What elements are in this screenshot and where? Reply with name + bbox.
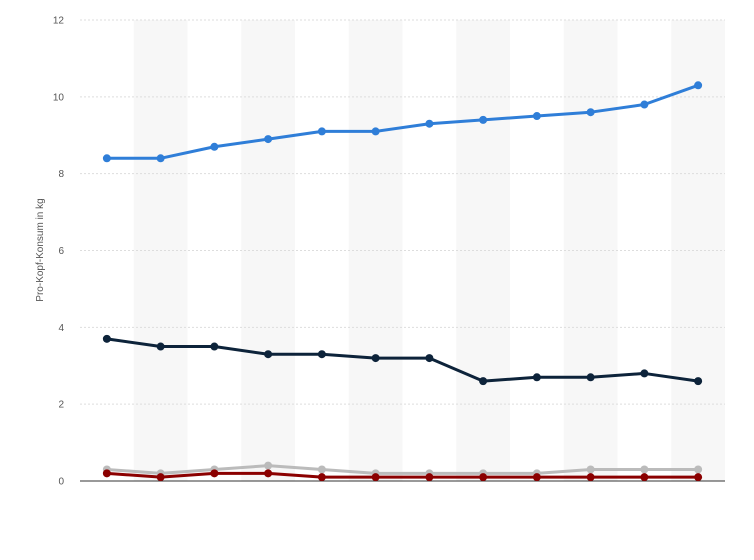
y-axis-ticks: 0 2 4 6 8 10 12 (53, 16, 65, 488)
data-point[interactable] (479, 377, 488, 386)
data-point[interactable] (532, 473, 541, 482)
y-tick-label: 8 (58, 169, 64, 180)
data-point[interactable] (102, 469, 111, 478)
data-point[interactable] (317, 473, 326, 482)
y-tick-label: 10 (53, 92, 65, 103)
data-point[interactable] (371, 354, 380, 363)
y-tick-label: 12 (53, 16, 65, 27)
data-point[interactable] (102, 154, 111, 163)
data-point[interactable] (479, 115, 488, 124)
data-point[interactable] (264, 461, 273, 470)
data-point[interactable] (425, 119, 434, 128)
data-point[interactable] (102, 334, 111, 343)
y-tick-label: 4 (58, 323, 64, 334)
data-point[interactable] (210, 142, 219, 151)
data-point[interactable] (264, 469, 273, 478)
data-point[interactable] (640, 465, 649, 474)
data-point[interactable] (264, 135, 273, 144)
data-point[interactable] (640, 473, 649, 482)
series-line (105, 83, 700, 160)
data-point[interactable] (264, 350, 273, 359)
data-point[interactable] (371, 473, 380, 482)
y-axis-title: Pro-Kopf-Konsum in kg (35, 198, 46, 301)
gridlines (80, 19, 725, 482)
y-tick-label: 0 (58, 477, 64, 488)
series-line (105, 471, 700, 479)
data-point[interactable] (425, 473, 434, 482)
series-line (105, 337, 700, 383)
series-1 (102, 81, 703, 163)
data-point[interactable] (694, 81, 703, 90)
data-point[interactable] (586, 465, 595, 474)
series-2 (102, 334, 703, 386)
series-group (102, 81, 703, 482)
data-point[interactable] (371, 127, 380, 136)
data-point[interactable] (156, 342, 165, 351)
data-point[interactable] (317, 127, 326, 136)
data-point[interactable] (694, 473, 703, 482)
y-tick-label: 6 (58, 246, 64, 257)
data-point[interactable] (479, 473, 488, 482)
data-point[interactable] (640, 100, 649, 109)
data-point[interactable] (425, 354, 434, 363)
series-line (105, 464, 700, 475)
data-point[interactable] (586, 108, 595, 117)
data-point[interactable] (532, 112, 541, 121)
data-point[interactable] (156, 473, 165, 482)
data-point[interactable] (317, 465, 326, 474)
series-4 (102, 469, 703, 482)
data-point[interactable] (586, 473, 595, 482)
y-tick-label: 2 (58, 400, 64, 411)
data-point[interactable] (640, 369, 649, 378)
data-point[interactable] (317, 350, 326, 359)
data-point[interactable] (586, 373, 595, 382)
data-point[interactable] (156, 154, 165, 163)
data-point[interactable] (694, 465, 703, 474)
data-point[interactable] (210, 469, 219, 478)
data-point[interactable] (210, 342, 219, 351)
data-point[interactable] (694, 377, 703, 386)
data-point[interactable] (532, 373, 541, 382)
